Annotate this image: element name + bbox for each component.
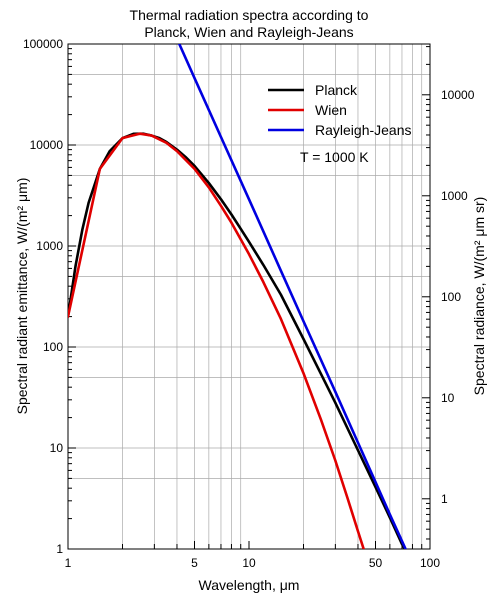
rayleigh-jeans-curve	[178, 44, 407, 549]
right-y-tick-label: 10	[441, 391, 455, 405]
legend-label-planck: Planck	[315, 82, 358, 98]
legend: Planck Wien Rayleigh-Jeans	[268, 82, 412, 138]
legend-label-wien: Wien	[315, 102, 347, 118]
axis-ticks	[67, 43, 431, 550]
left-y-tick-label: 10	[50, 441, 64, 455]
x-axis-label: Wavelength, μm	[199, 577, 300, 593]
planck-curve	[68, 132, 407, 549]
right-y-tick-label: 10000	[441, 88, 475, 102]
left-y-tick-label: 100	[43, 340, 63, 354]
chart-title-line-2: Planck, Wien and Rayleigh-Jeans	[144, 24, 353, 40]
x-tick-label: 10	[242, 556, 256, 570]
left-y-tick-label: 10000	[30, 138, 64, 152]
legend-label-rayleigh-jeans: Rayleigh-Jeans	[315, 122, 412, 138]
left-y-tick-label: 100000	[23, 37, 63, 51]
grid-lines	[68, 44, 430, 549]
chart-title-line-1: Thermal radiation spectra according to	[130, 7, 369, 23]
left-y-axis-label: Spectral radiant emittance, W/(m² μm)	[14, 178, 30, 415]
series-group	[68, 44, 407, 549]
right-y-tick-label: 100	[441, 290, 461, 304]
right-y-tick-label: 1	[441, 492, 448, 506]
x-tick-label: 100	[420, 556, 440, 570]
wien-curve	[68, 132, 365, 549]
left-y-tick-label: 1	[56, 542, 63, 556]
x-tick-label: 50	[369, 556, 383, 570]
x-tick-label: 5	[191, 556, 198, 570]
left-y-tick-label: 1000	[36, 239, 63, 253]
temperature-annotation: T = 1000 K	[300, 149, 369, 165]
right-y-axis-label: Spectral radiance, W/(m² μm sr)	[471, 197, 487, 396]
right-y-tick-label: 1000	[441, 189, 468, 203]
tick-labels: 1 5 10 50 100 1 10 100 1000 10000 100000 1 10 100 1000…	[23, 37, 475, 570]
x-tick-label: 1	[65, 556, 72, 570]
